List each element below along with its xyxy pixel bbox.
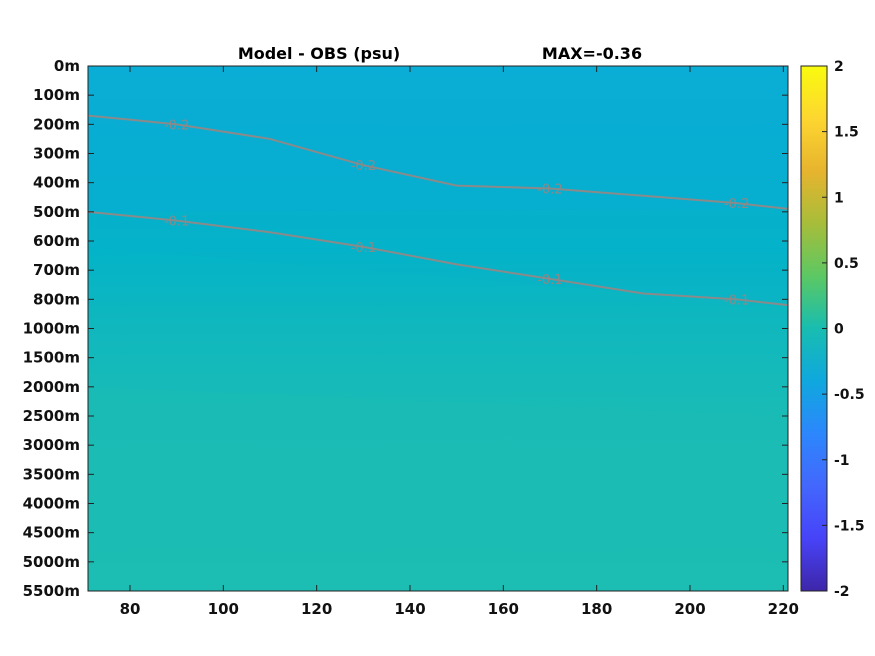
field-band-2 — [88, 386, 788, 591]
chart-title: Model - OBS (psu) — [238, 44, 400, 63]
colorbar: 2 1.5 1 0.5 0 -0.5 -1 -1.5 -2 — [800, 59, 865, 600]
colorbar-tick-label: 2 — [834, 59, 844, 75]
y-tick-label: 1000m — [23, 320, 80, 338]
contour-label: -0.2 — [164, 118, 189, 133]
colorbar-tick-label: -0.5 — [834, 387, 865, 403]
contour-label: -0.1 — [351, 241, 376, 256]
colorbar-tick-label: 1 — [834, 190, 844, 206]
y-tick-label: 500m — [33, 203, 80, 221]
colorbar-tick-label: -2 — [834, 584, 850, 600]
field-band-0 — [88, 66, 788, 212]
contour-line-0 — [87, 114, 789, 210]
x-tick-label: 220 — [768, 600, 799, 618]
y-tick-label: 100m — [33, 86, 80, 104]
y-tick-label: 1500m — [23, 349, 80, 367]
y-tick-label: 3500m — [23, 465, 80, 483]
contour-label: -0.2 — [351, 159, 376, 174]
contour-label: -0.2 — [537, 183, 562, 198]
x-tick-label: 80 — [120, 600, 141, 618]
y-tick-label: 800m — [33, 290, 80, 308]
y-tick-label: 400m — [33, 174, 80, 192]
field-background — [88, 66, 788, 591]
y-tick-label: 700m — [33, 261, 80, 279]
colorbar-tick-label: 1.5 — [834, 125, 859, 141]
y-tick-label: 200m — [33, 115, 80, 133]
x-tick-label: 180 — [581, 600, 612, 618]
x-tick-label: 160 — [488, 600, 519, 618]
colorbar-tick-label: 0.5 — [834, 256, 859, 272]
contour-label: -0.1 — [724, 293, 749, 308]
x-tick-label: 200 — [674, 600, 705, 618]
contour-line-1 — [87, 210, 789, 307]
heatmap-field — [88, 66, 788, 591]
x-tick-label: 120 — [301, 600, 332, 618]
x-tick-label: 140 — [394, 600, 425, 618]
y-tick-label: 2500m — [23, 407, 80, 425]
axes: 0m 100m 200m 300m 400m 500m 600m 700m 800m 1000m 1… — [23, 57, 799, 618]
y-tick-label: 5000m — [23, 553, 80, 571]
colorbar-tick-label: -1.5 — [834, 518, 865, 534]
contour-label: -0.2 — [724, 197, 749, 212]
y-tick-label: 4500m — [23, 524, 80, 542]
colorbar-tick-label: 0 — [834, 322, 844, 338]
y-tick-label: 4000m — [23, 495, 80, 513]
field-band-1 — [88, 208, 788, 306]
y-tick-label: 2000m — [23, 378, 80, 396]
colorbar-tick-label: -1 — [834, 453, 850, 469]
contour-label: -0.1 — [164, 215, 189, 230]
y-tick-label: 300m — [33, 145, 80, 163]
max-label: MAX=-0.36 — [542, 44, 642, 63]
contour-label: -0.1 — [537, 273, 562, 288]
y-tick-label: 3000m — [23, 436, 80, 454]
y-tick-label: 0m — [54, 57, 80, 75]
x-tick-label: 100 — [208, 600, 239, 618]
contour-lines: -0.2 -0.2 -0.2 -0.2 -0.1 -0.1 -0.1 -0.1 — [87, 114, 789, 308]
y-tick-label: 5500m — [23, 582, 80, 600]
y-tick-label: 600m — [33, 232, 80, 250]
